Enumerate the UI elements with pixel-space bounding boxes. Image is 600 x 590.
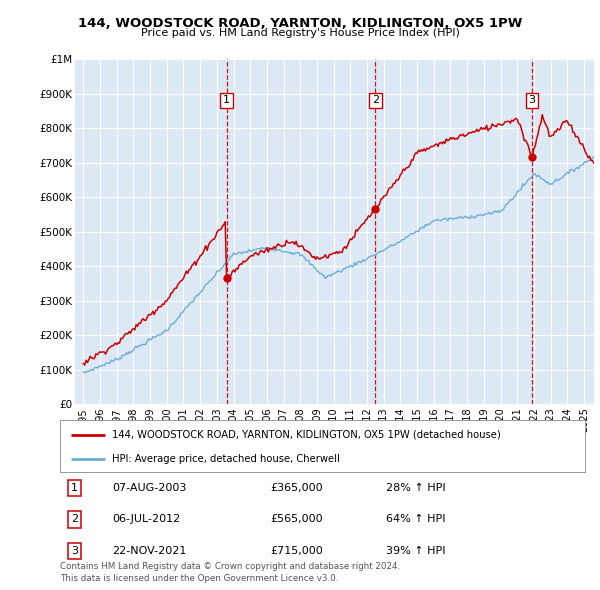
Text: £565,000: £565,000 — [270, 514, 323, 525]
Text: 3: 3 — [529, 96, 536, 106]
Text: 07-AUG-2003: 07-AUG-2003 — [113, 483, 187, 493]
Text: 2: 2 — [372, 96, 379, 106]
Text: 144, WOODSTOCK ROAD, YARNTON, KIDLINGTON, OX5 1PW: 144, WOODSTOCK ROAD, YARNTON, KIDLINGTON… — [78, 17, 522, 30]
Text: 144, WOODSTOCK ROAD, YARNTON, KIDLINGTON, OX5 1PW (detached house): 144, WOODSTOCK ROAD, YARNTON, KIDLINGTON… — [113, 430, 501, 440]
Text: HPI: Average price, detached house, Cherwell: HPI: Average price, detached house, Cher… — [113, 454, 340, 464]
Text: Price paid vs. HM Land Registry's House Price Index (HPI): Price paid vs. HM Land Registry's House … — [140, 28, 460, 38]
Text: £365,000: £365,000 — [270, 483, 323, 493]
Text: 28% ↑ HPI: 28% ↑ HPI — [386, 483, 445, 493]
Text: 22-NOV-2021: 22-NOV-2021 — [113, 546, 187, 556]
Text: £715,000: £715,000 — [270, 546, 323, 556]
Text: 06-JUL-2012: 06-JUL-2012 — [113, 514, 181, 525]
Text: Contains HM Land Registry data © Crown copyright and database right 2024.
This d: Contains HM Land Registry data © Crown c… — [60, 562, 400, 583]
Text: 1: 1 — [223, 96, 230, 106]
Text: 1: 1 — [71, 483, 78, 493]
Text: 64% ↑ HPI: 64% ↑ HPI — [386, 514, 445, 525]
Text: 39% ↑ HPI: 39% ↑ HPI — [386, 546, 445, 556]
Text: 2: 2 — [71, 514, 78, 525]
Text: 3: 3 — [71, 546, 78, 556]
